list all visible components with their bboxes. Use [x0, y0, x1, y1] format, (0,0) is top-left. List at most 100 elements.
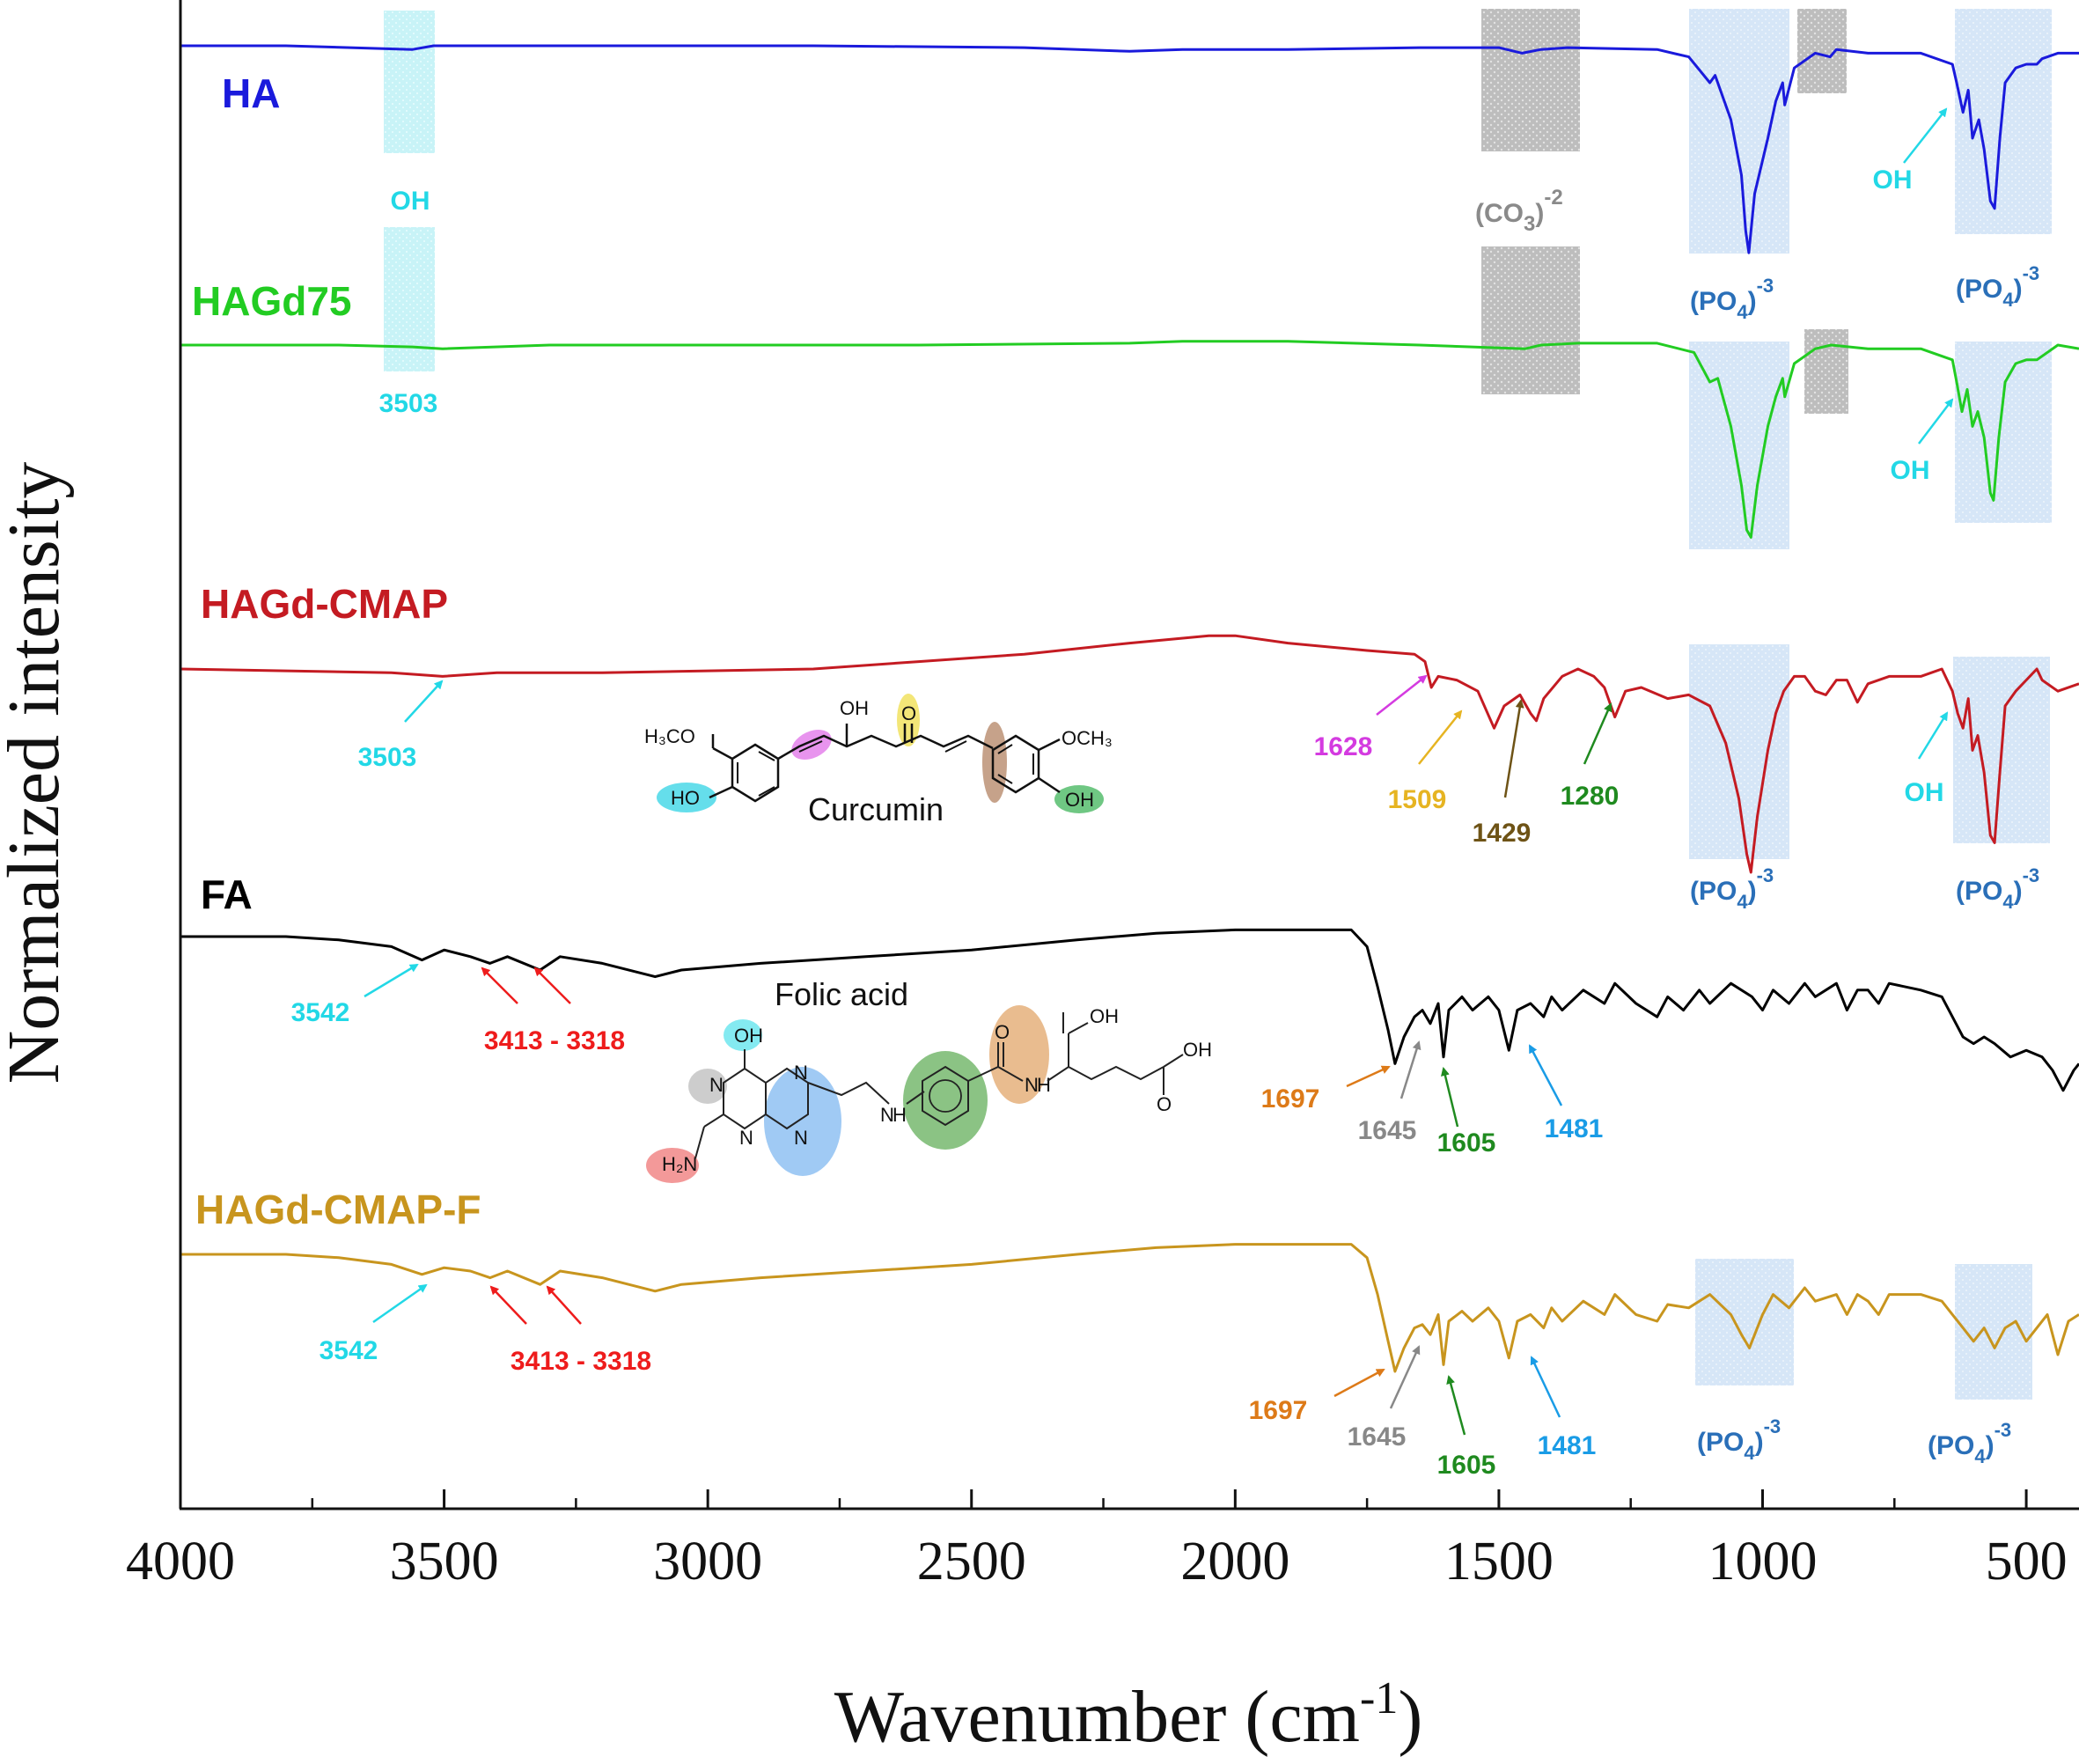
x-tick-label-1500: 1500 [1444, 1532, 1554, 1591]
fa-o1: O [995, 1021, 1010, 1043]
arrow-1605-cmapf [1446, 1375, 1466, 1436]
curcumin-highlight-vinyl-left [791, 730, 832, 760]
fa-oh2: OH [1183, 1039, 1212, 1061]
curcumin-bond [709, 785, 733, 799]
band-po4-main-cmap [1689, 644, 1789, 859]
arrow-3318-cmapf [546, 1285, 582, 1325]
curcumin-highlight-ho [657, 783, 716, 812]
x-tick-label-2000: 2000 [1180, 1532, 1289, 1591]
curcumin-bond [1038, 738, 1061, 752]
folic-acid-name: Folic acid [775, 976, 908, 1012]
x-tick-label-500: 500 [1986, 1532, 2068, 1591]
label-3413-3318-fa: 3413 - 3318 [484, 1026, 625, 1055]
series-label-hagd75: HAGd75 [192, 278, 351, 324]
folic-acid-structure: Folic acid OH H₂N N N N N N H O N H [646, 976, 1212, 1183]
curcumin-name: Curcumin [808, 791, 944, 827]
curcumin-highlight-keto [897, 694, 920, 746]
arrow-3413-cmapf [489, 1285, 527, 1325]
label-oh-hagd75: OH [1891, 456, 1930, 485]
highlight-bands [384, 9, 2052, 1400]
fa-h2n: H₂N [662, 1153, 697, 1175]
label-oh-cmap: OH [1905, 778, 1944, 807]
fa-nh2: N [1025, 1074, 1039, 1096]
curcumin-bond [798, 740, 823, 753]
fa-n4: N [794, 1127, 808, 1149]
band-co3-ha [1481, 9, 1580, 151]
x-tick-label-1000: 1000 [1708, 1532, 1818, 1591]
series-line-ha [180, 44, 2079, 254]
label-1509: 1509 [1388, 785, 1447, 814]
arrow-1628 [1376, 674, 1428, 716]
arrow-1697-fa [1346, 1065, 1391, 1088]
curcumin-bond [712, 746, 733, 761]
fa-nh2-h: H [1037, 1074, 1051, 1096]
fa-bond [967, 1066, 999, 1082]
arrow-1605-fa [1441, 1067, 1459, 1128]
x-tick-label-3500: 3500 [390, 1532, 499, 1591]
label-3542-fa: 3542 [291, 998, 350, 1027]
band-label-po4-cmap-main: (PO4)-3 [1690, 864, 1774, 913]
curcumin-oh-right: OH [1065, 789, 1094, 811]
fa-bond [997, 1066, 1024, 1082]
label-1605-cmapf: 1605 [1437, 1451, 1496, 1480]
curcumin-ho: HO [671, 787, 700, 809]
x-axis-title: Wavenumber (cm-1) [834, 1673, 1423, 1758]
arrow-3542-cmapf [372, 1283, 428, 1324]
fa-benzene-aromatic [929, 1079, 962, 1113]
band-co3-small-ha [1797, 9, 1847, 93]
peak-annotations: OH OH OH 3503 1628 1509 1429 1280 3542 3… [291, 107, 1954, 1480]
fa-oh1: OH [1090, 1005, 1119, 1027]
arrow-oh-cmap [1917, 711, 1949, 760]
curcumin-bond [997, 744, 1013, 754]
label-1429: 1429 [1473, 819, 1532, 848]
label-1697-cmapf: 1697 [1249, 1396, 1308, 1425]
label-3413-3318-cmapf: 3413 - 3318 [511, 1347, 651, 1376]
band-label-oh: OH [391, 187, 430, 216]
fa-bond [1163, 1054, 1184, 1068]
x-tick-label-4000: 4000 [126, 1532, 235, 1591]
curcumin-bond [944, 740, 967, 753]
label-oh-ha: OH [1873, 165, 1913, 195]
fa-bond [703, 1114, 724, 1128]
band-label-po4-cmapf-main: (PO4)-3 [1697, 1415, 1781, 1464]
fa-o2: O [1157, 1093, 1172, 1115]
fa-nh: N [880, 1104, 894, 1126]
x-tick-label-2500: 2500 [917, 1532, 1026, 1591]
fa-oh-top: OH [734, 1025, 763, 1047]
band-po4-main-cmapf [1695, 1259, 1794, 1385]
fa-highlight-h2n [646, 1148, 699, 1183]
label-1280: 1280 [1561, 782, 1620, 811]
band-label-co3: (CO3)-2 [1475, 186, 1563, 236]
x-tick-label-3000: 3000 [653, 1532, 762, 1591]
fa-highlight-amide [989, 1005, 1049, 1104]
arrow-1645-fa [1399, 1040, 1422, 1099]
series-label-ha: HA [222, 70, 280, 116]
fa-linker [807, 1081, 890, 1105]
curcumin-och3: OCH₃ [1062, 727, 1113, 749]
arrow-3413-fa [481, 967, 518, 1004]
band-co3-small-hagd75 [1804, 329, 1848, 414]
fa-highlight-benzene [903, 1051, 988, 1150]
label-1605-fa: 1605 [1437, 1128, 1496, 1158]
band-oh-ha [384, 11, 435, 153]
arrow-1481-cmapf [1530, 1356, 1561, 1418]
y-axis-title: Normalized intensity [0, 462, 75, 1084]
axes-frame [179, 0, 2079, 1510]
curcumin-ring-left [731, 743, 780, 803]
band-label-po4-ha-main: (PO4)-3 [1690, 275, 1774, 323]
curcumin-chain [777, 734, 994, 761]
curcumin-highlight-oh-right [1054, 785, 1104, 813]
curcumin-bond [997, 774, 1013, 784]
series-labels: HA HAGd75 HAGd-CMAP FA HAGd-CMAP-F [192, 70, 481, 1232]
arrow-1481-fa [1528, 1044, 1563, 1106]
label-1645-cmapf: 1645 [1348, 1422, 1407, 1452]
band-po4-low-ha [1955, 9, 2052, 234]
label-1628: 1628 [1314, 732, 1373, 761]
band-label-po4-cmapf-low: (PO4)-3 [1928, 1419, 2011, 1467]
curcumin-bond [758, 786, 775, 797]
band-po4-low-cmapf [1955, 1264, 2032, 1400]
band-oh-hagd75 [384, 227, 435, 371]
curcumin-keto-o: O [901, 702, 916, 724]
arrow-1509 [1418, 709, 1463, 765]
